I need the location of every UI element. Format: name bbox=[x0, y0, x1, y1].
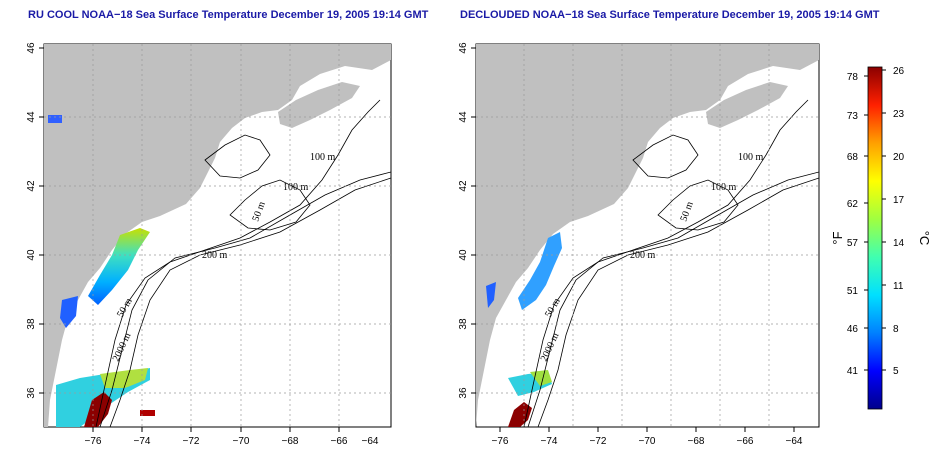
celsius-tick: 14 bbox=[893, 238, 905, 249]
contour-label: 100 m bbox=[310, 152, 336, 163]
celsius-label: °C bbox=[917, 231, 932, 246]
fahrenheit-tick: 68 bbox=[847, 152, 859, 163]
fahrenheit-tick: 46 bbox=[847, 324, 859, 335]
colorbar-ticks bbox=[864, 69, 886, 371]
axis-ticks-left bbox=[39, 47, 340, 432]
contour-50m-left bbox=[229, 179, 311, 231]
contour-50m-right bbox=[657, 179, 739, 231]
sst-gulfstream-right bbox=[508, 402, 532, 427]
lon-tick: −66 bbox=[331, 436, 348, 447]
fahrenheit-label: °F bbox=[830, 231, 845, 244]
contour-label: 100 m bbox=[738, 152, 764, 163]
lon-tick: −72 bbox=[590, 436, 607, 447]
lat-tick: 46 bbox=[458, 42, 469, 54]
fahrenheit-tick: 78 bbox=[847, 72, 859, 83]
contour-100m-right bbox=[523, 99, 809, 427]
contour-200m-left bbox=[99, 171, 391, 427]
graticule-right bbox=[476, 44, 819, 427]
sst-chesapeake-patch-left bbox=[60, 296, 78, 328]
lat-ticks-left: 36 38 40 42 44 46 bbox=[26, 42, 37, 399]
lat-tick: 42 bbox=[26, 180, 37, 192]
celsius-tick: 11 bbox=[893, 281, 904, 292]
axis-ticks-right bbox=[471, 47, 795, 432]
fahrenheit-ticks: 78 73 68 62 57 51 46 41 bbox=[847, 72, 859, 377]
nova-scotia-left bbox=[278, 82, 360, 128]
lon-tick: −70 bbox=[639, 436, 656, 447]
lat-tick: 40 bbox=[458, 249, 469, 261]
land-mass-left bbox=[44, 44, 391, 427]
contour-gulf-of-maine-right bbox=[632, 134, 699, 179]
lat-tick: 42 bbox=[458, 180, 469, 192]
lon-ticks-right: −76 −74 −72 −70 −68 −66 −64 bbox=[492, 436, 803, 447]
lon-ticks-left: −76 −74 −72 −70 −68 −66 −64 bbox=[85, 436, 379, 447]
lon-tick: −76 bbox=[492, 436, 509, 447]
contour-100m-left bbox=[95, 99, 381, 427]
celsius-tick: 8 bbox=[893, 324, 899, 335]
lon-tick: −64 bbox=[786, 436, 803, 447]
lat-tick: 44 bbox=[458, 111, 469, 123]
celsius-tick: 17 bbox=[893, 195, 905, 206]
celsius-tick: 26 bbox=[893, 66, 905, 77]
sst-nj-patch-left bbox=[88, 228, 150, 305]
lat-tick: 40 bbox=[26, 249, 37, 261]
land-mass-right bbox=[476, 44, 819, 427]
contour-200m-right bbox=[527, 171, 819, 427]
lon-tick: −68 bbox=[282, 436, 299, 447]
lat-tick: 36 bbox=[458, 387, 469, 399]
lon-tick: −64 bbox=[362, 436, 379, 447]
lon-tick: −72 bbox=[183, 436, 200, 447]
sst-chesapeake-patch-right bbox=[486, 282, 496, 308]
colorbar-scale bbox=[867, 66, 883, 410]
fahrenheit-tick: 41 bbox=[847, 366, 859, 377]
lon-tick: −74 bbox=[134, 436, 151, 447]
sst-gulfstream-left bbox=[84, 392, 112, 427]
contour-2000m-right bbox=[537, 177, 819, 427]
celsius-tick: 20 bbox=[893, 152, 905, 163]
lat-tick: 38 bbox=[26, 318, 37, 330]
lat-tick: 44 bbox=[26, 111, 37, 123]
lon-tick: −68 bbox=[688, 436, 705, 447]
fahrenheit-tick: 57 bbox=[847, 238, 859, 249]
celsius-tick: 23 bbox=[893, 109, 905, 120]
celsius-ticks: 26 23 20 17 14 11 8 5 bbox=[893, 66, 905, 377]
map-title-right: DECLOUDED NOAA−18 Sea Surface Temperatur… bbox=[460, 9, 880, 21]
lat-ticks-right: 36 38 40 42 44 46 bbox=[458, 42, 469, 399]
contour-label: 200 m bbox=[630, 250, 656, 261]
lon-tick: −66 bbox=[737, 436, 754, 447]
graticule-left bbox=[44, 44, 391, 427]
fahrenheit-tick: 51 bbox=[847, 286, 859, 297]
contour-2000m-left bbox=[109, 177, 391, 427]
contour-label: 200 m bbox=[202, 250, 228, 261]
lon-tick: −70 bbox=[233, 436, 250, 447]
map-title-left: RU COOL NOAA−18 Sea Surface Temperature … bbox=[28, 9, 429, 21]
lat-tick: 36 bbox=[26, 387, 37, 399]
sst-gulfstream-fragment-left bbox=[140, 410, 155, 416]
lon-tick: −76 bbox=[85, 436, 102, 447]
contour-label: 100 m bbox=[711, 182, 737, 193]
fahrenheit-tick: 73 bbox=[847, 111, 859, 122]
fahrenheit-tick: 62 bbox=[847, 199, 859, 210]
contour-label: 100 m bbox=[283, 182, 309, 193]
celsius-tick: 5 bbox=[893, 366, 899, 377]
contour-gulf-of-maine-left bbox=[204, 134, 271, 179]
lat-tick: 38 bbox=[458, 318, 469, 330]
sst-coastal-patch-left bbox=[48, 115, 62, 123]
lat-tick: 46 bbox=[26, 42, 37, 54]
lon-tick: −74 bbox=[541, 436, 558, 447]
nova-scotia-right bbox=[706, 82, 788, 128]
sst-nj-patch-right bbox=[518, 232, 562, 310]
sst-warm-patch-left bbox=[100, 368, 148, 388]
